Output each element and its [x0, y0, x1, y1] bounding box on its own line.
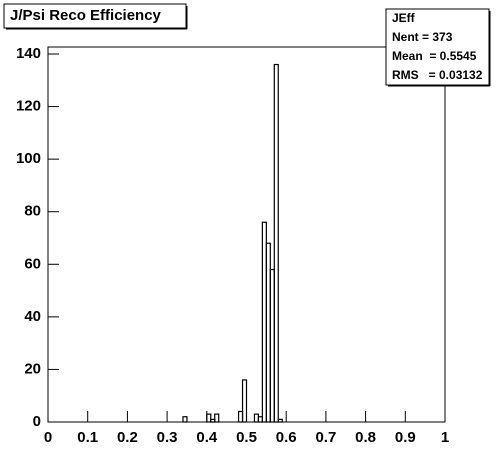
x-tick-label: 0.5 — [236, 429, 257, 446]
x-tick-label: 0.2 — [117, 429, 138, 446]
x-tick-label: 0.8 — [355, 429, 376, 446]
y-tick-label: 140 — [16, 45, 41, 62]
bar — [182, 416, 188, 423]
x-tick-label: 0.1 — [77, 429, 98, 446]
x-tick-label: 0.7 — [315, 429, 336, 446]
bar — [214, 413, 220, 423]
y-tick-label: 0 — [33, 413, 41, 430]
x-tick-label: 0.6 — [276, 429, 297, 446]
stats-line: RMS = 0.03132 — [392, 68, 483, 82]
y-tick-label: 40 — [24, 308, 41, 325]
y-tick-label: 20 — [24, 360, 41, 377]
y-tick-label: 60 — [24, 255, 41, 272]
stats-lines: Nent = 373 Mean = 0.5545 RMS = 0.03132 — [392, 30, 483, 82]
plot — [182, 63, 283, 423]
x-tick-label: 0.4 — [196, 429, 218, 446]
y-tick-label: 120 — [16, 98, 41, 115]
stats-name: JEff — [392, 11, 416, 25]
x-tick-label: 0.9 — [395, 429, 416, 446]
y-tick-label: 100 — [16, 150, 41, 167]
title-box — [3, 3, 187, 29]
x-tick-label: 0 — [44, 429, 52, 446]
stats-line: Nent = 373 — [392, 30, 453, 44]
y-tick-label: 80 — [24, 203, 41, 220]
stats-line: Mean = 0.5545 — [392, 49, 477, 63]
frame — [47, 46, 446, 423]
bar — [277, 418, 283, 423]
chart-title: J/Psi Reco Efficiency — [10, 7, 162, 24]
bar — [241, 379, 248, 423]
bar — [273, 63, 279, 423]
x-tick-label: 0.3 — [157, 429, 178, 446]
x-tick-label: 1 — [441, 429, 449, 446]
